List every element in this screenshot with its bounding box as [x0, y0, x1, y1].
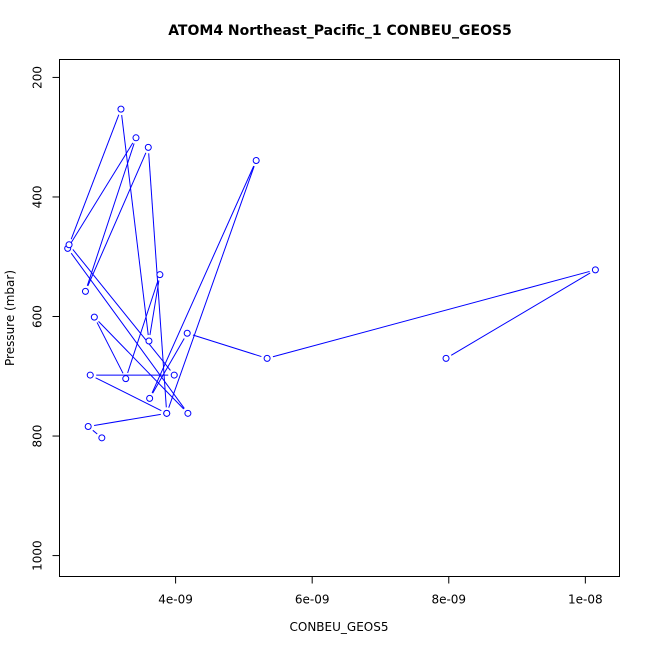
- series-segment: [168, 165, 255, 408]
- y-tick-label: 200: [31, 66, 45, 89]
- series-segment: [70, 114, 120, 240]
- series-segment: [95, 377, 162, 412]
- y-tick-label: 400: [31, 186, 45, 209]
- series-segment: [272, 270, 590, 358]
- x-axis-label: CONBEU_GEOS5: [290, 620, 389, 634]
- data-point: [84, 422, 92, 430]
- data-point: [163, 409, 171, 417]
- data-point: [90, 313, 98, 321]
- series-segment: [96, 322, 124, 374]
- data-point: [117, 105, 125, 113]
- chart-title: ATOM4 Northeast_Pacific_1 CONBEU_GEOS5: [168, 23, 512, 39]
- data-point: [263, 354, 271, 362]
- series-group: [64, 105, 599, 442]
- series-segment: [86, 143, 135, 286]
- series-segment: [94, 413, 161, 426]
- series-segment: [87, 152, 147, 287]
- data-point: [442, 354, 450, 362]
- data-point: [170, 371, 178, 379]
- data-point: [591, 266, 599, 274]
- y-axis: 200 400 600 800 1000: [31, 66, 60, 571]
- x-tick-label: 8e-09: [431, 593, 466, 607]
- series-segment: [70, 252, 185, 409]
- series-segment: [92, 429, 98, 435]
- series-segment: [70, 142, 134, 244]
- series-segment: [98, 321, 185, 410]
- data-point: [132, 134, 140, 142]
- x-axis: 4e-09 6e-09 8e-09 1e-08: [158, 576, 603, 607]
- series-segment: [72, 249, 171, 371]
- series-segment: [450, 272, 591, 356]
- data-point: [144, 143, 152, 151]
- data-point: [98, 434, 106, 442]
- data-point: [252, 157, 260, 165]
- series-segment: [121, 115, 149, 336]
- series-segment: [152, 338, 185, 394]
- data-point: [156, 271, 164, 279]
- data-point: [145, 337, 153, 345]
- y-axis-label: Pressure (mbar): [3, 270, 17, 366]
- data-point: [81, 287, 89, 295]
- x-tick-label: 4e-09: [158, 593, 193, 607]
- data-point: [146, 394, 154, 402]
- series-segment: [149, 280, 160, 336]
- data-point: [184, 409, 192, 417]
- plot-frame: [59, 59, 620, 577]
- data-point: [183, 329, 191, 337]
- x-tick-label: 1e-08: [568, 593, 603, 607]
- y-tick-label: 1000: [31, 540, 45, 571]
- series-segment: [151, 165, 255, 394]
- y-tick-label: 600: [31, 305, 45, 328]
- data-point: [65, 241, 73, 249]
- data-point: [86, 371, 94, 379]
- y-tick-label: 800: [31, 425, 45, 448]
- series-segment: [127, 280, 159, 374]
- x-tick-label: 6e-09: [295, 593, 330, 607]
- data-point: [122, 375, 130, 383]
- series-segment: [192, 334, 262, 358]
